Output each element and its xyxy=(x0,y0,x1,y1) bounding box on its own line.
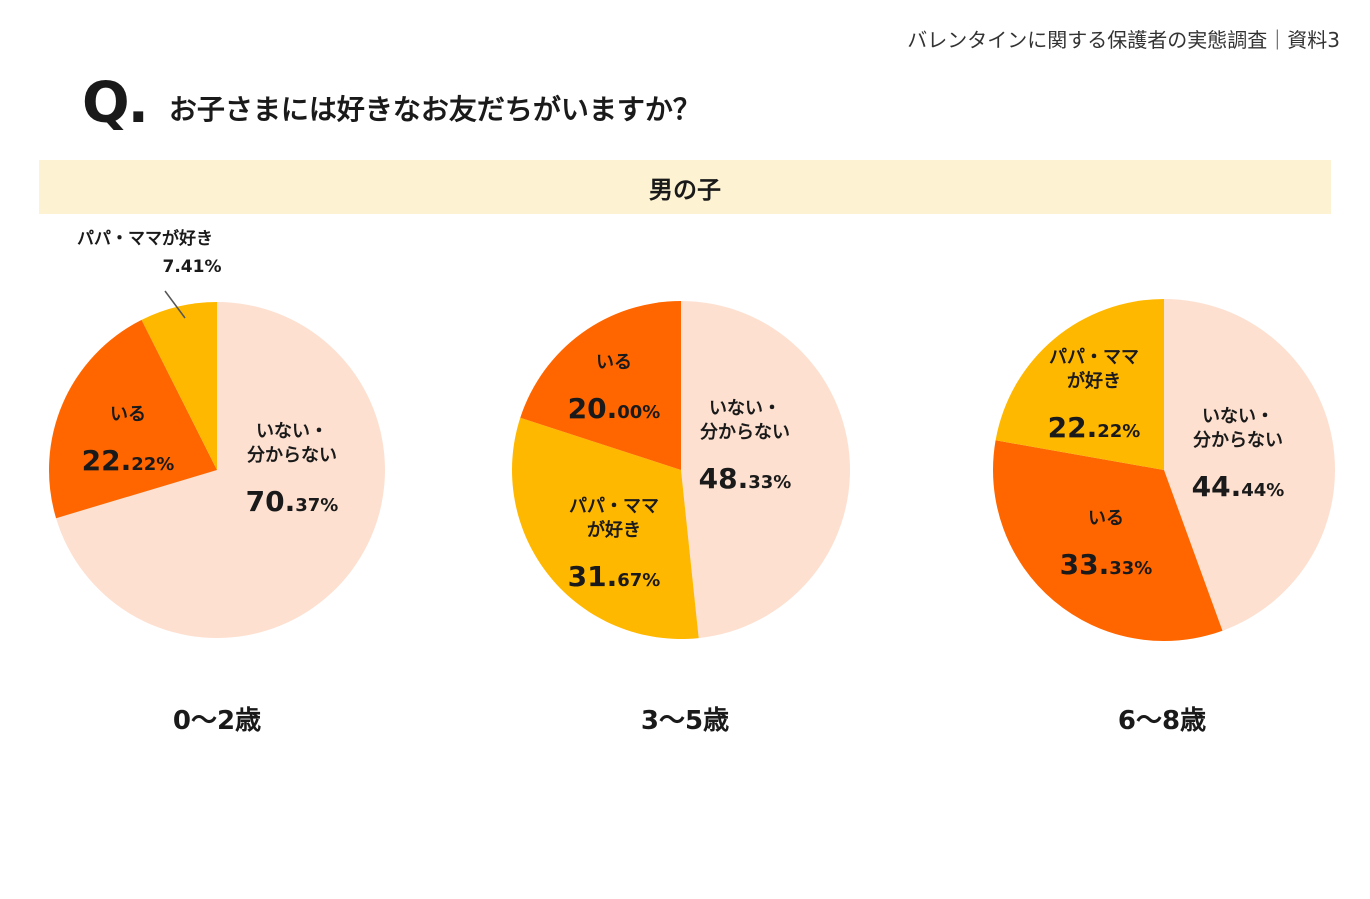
slice-label-name: いる xyxy=(596,352,632,373)
age-label-6-8: 6〜8歳 xyxy=(1117,706,1207,736)
value-decimal: 00% xyxy=(617,402,660,423)
slice-label-none: いない・分からない 70.37% xyxy=(246,421,339,518)
document-reference: バレンタインに関する保護者の実態調査｜資料3 xyxy=(907,28,1340,52)
section-band: 男の子 xyxy=(39,160,1331,214)
slice-label-name: パパ・ママ xyxy=(1049,347,1139,368)
pie-slice-yes xyxy=(48,319,217,519)
age-label-0-2: 0〜2歳 xyxy=(172,706,262,736)
value-integer: 70. xyxy=(246,485,296,518)
value-integer: 48. xyxy=(699,462,749,495)
leader-line xyxy=(164,290,186,319)
pie-slice-none xyxy=(1164,299,1336,631)
pie-slice-parents xyxy=(512,417,699,639)
slice-label-value: 70.37% xyxy=(246,485,339,518)
slice-label-value: 22.22% xyxy=(1048,411,1141,444)
slice-label-parents: パパ・ママが好き 22.22% xyxy=(1048,347,1141,444)
slice-label-name: パパ・ママ xyxy=(569,496,659,517)
slice-label-name: 分からない xyxy=(700,422,790,443)
slice-label-none: いない・分からない 44.44% xyxy=(1192,406,1285,503)
value-decimal: 22% xyxy=(131,454,174,475)
value-integer: 44. xyxy=(1192,470,1242,503)
pie-slice-none xyxy=(56,302,386,638)
slice-label-value: 48.33% xyxy=(699,462,792,495)
slice-label-name: が好き xyxy=(587,519,641,541)
slice-label-name: いない・ xyxy=(709,398,781,419)
pie-slice-parents xyxy=(141,302,217,470)
slice-label-name: が好き xyxy=(1067,370,1121,392)
q-mark: Q. xyxy=(82,71,149,136)
value-decimal: 33% xyxy=(748,472,791,493)
pie-slice-yes xyxy=(993,440,1223,642)
pie-slice-none xyxy=(681,301,850,639)
value-integer: 22. xyxy=(1048,411,1098,444)
slice-label-value: 7.41% xyxy=(163,257,222,277)
value-integer: 22. xyxy=(82,444,132,477)
slice-label-yes: いる 22.22% xyxy=(82,404,175,477)
slice-label-name: いない・ xyxy=(256,421,328,442)
pie-slice-yes xyxy=(520,301,681,470)
value-decimal: 67% xyxy=(617,570,660,591)
slice-label-value: 31.67% xyxy=(568,560,661,593)
slice-label-parents: パパ・ママが好き 31.67% xyxy=(568,496,661,593)
slice-label-name: いる xyxy=(1088,508,1124,529)
slice-label-name: いる xyxy=(110,404,146,425)
value-integer: 20. xyxy=(568,392,618,425)
value-decimal: 22% xyxy=(1097,421,1140,442)
slice-label-name: 分からない xyxy=(247,445,337,466)
slice-label-value: 44.44% xyxy=(1192,470,1285,503)
slice-label-value: 20.00% xyxy=(568,392,661,425)
pie-slice-parents xyxy=(995,299,1164,470)
value-decimal: 37% xyxy=(295,495,338,516)
value-integer: 31. xyxy=(568,560,618,593)
slice-label-yes: いる 20.00% xyxy=(568,352,661,425)
slice-label-parents: パパ・ママが好き 7.41% xyxy=(77,228,222,319)
slice-label-name: パパ・ママが好き xyxy=(77,228,213,249)
slice-label-name: いない・ xyxy=(1202,406,1274,427)
slice-label-yes: いる 33.33% xyxy=(1060,508,1153,581)
question-text: お子さまには好きなお友だちがいますか？ xyxy=(168,93,701,126)
value-decimal: 33% xyxy=(1109,558,1152,579)
age-label-3-5: 3〜5歳 xyxy=(640,706,730,736)
section-label: 男の子 xyxy=(649,175,721,204)
slice-label-value: 22.22% xyxy=(82,444,175,477)
question-header: Q. お子さまには好きなお友だちがいますか？ xyxy=(82,74,701,134)
value-integer: 33. xyxy=(1060,548,1110,581)
value-decimal: 44% xyxy=(1241,480,1284,501)
slice-label-none: いない・分からない 48.33% xyxy=(699,398,792,495)
slice-label-value: 33.33% xyxy=(1060,548,1153,581)
slice-label-name: 分からない xyxy=(1193,430,1283,451)
